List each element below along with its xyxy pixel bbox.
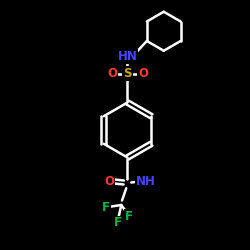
Text: HN: HN [118,50,138,63]
Text: O: O [138,67,148,80]
Text: O: O [107,67,117,80]
Text: F: F [102,201,110,214]
Text: O: O [104,175,115,188]
Text: F: F [125,210,133,223]
Text: NH: NH [136,175,156,188]
Text: S: S [123,67,132,80]
Text: F: F [114,216,122,230]
